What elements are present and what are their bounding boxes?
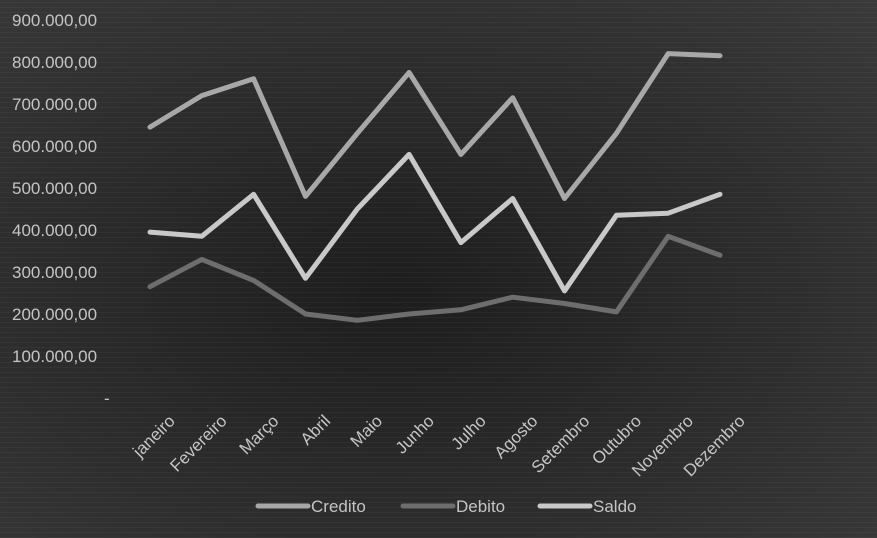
legend: Credito Debito Saldo bbox=[255, 497, 636, 516]
legend-label: Debito bbox=[456, 497, 505, 516]
y-tick-label: 100.000,00 bbox=[12, 347, 97, 366]
y-tick-label: - bbox=[104, 389, 110, 408]
series-line-credito bbox=[147, 51, 723, 201]
legend-label: Saldo bbox=[593, 497, 636, 516]
y-tick-label: 500.000,00 bbox=[12, 179, 97, 198]
x-tick-label: Julho bbox=[448, 411, 490, 453]
y-tick-label: 400.000,00 bbox=[12, 221, 97, 240]
x-tick-label: Junho bbox=[392, 411, 438, 457]
y-axis: - 100.000,00 200.000,00 300.000,00 400.000,0… bbox=[12, 11, 110, 408]
legend-item-credito: Credito bbox=[255, 497, 366, 516]
x-tick-label: Maio bbox=[347, 411, 386, 450]
x-tick-label: janeiro bbox=[129, 411, 179, 461]
y-tick-label: 900.000,00 bbox=[12, 11, 97, 30]
y-tick-label: 300.000,00 bbox=[12, 263, 97, 282]
x-tick-label: Agosto bbox=[491, 411, 542, 462]
y-tick-label: 200.000,00 bbox=[12, 305, 97, 324]
legend-item-saldo: Saldo bbox=[537, 497, 636, 516]
x-tick-label: Fevereiro bbox=[166, 411, 230, 475]
y-tick-label: 600.000,00 bbox=[12, 137, 97, 156]
series-line-saldo bbox=[147, 151, 723, 294]
legend-label: Credito bbox=[311, 497, 366, 516]
series-line-debito bbox=[147, 233, 723, 323]
x-tick-label: Abril bbox=[297, 411, 334, 448]
series-layer bbox=[147, 51, 723, 323]
x-tick-label: Março bbox=[236, 411, 283, 458]
y-tick-label: 800.000,00 bbox=[12, 53, 97, 72]
y-tick-label: 700.000,00 bbox=[12, 95, 97, 114]
legend-item-debito: Debito bbox=[400, 497, 505, 516]
